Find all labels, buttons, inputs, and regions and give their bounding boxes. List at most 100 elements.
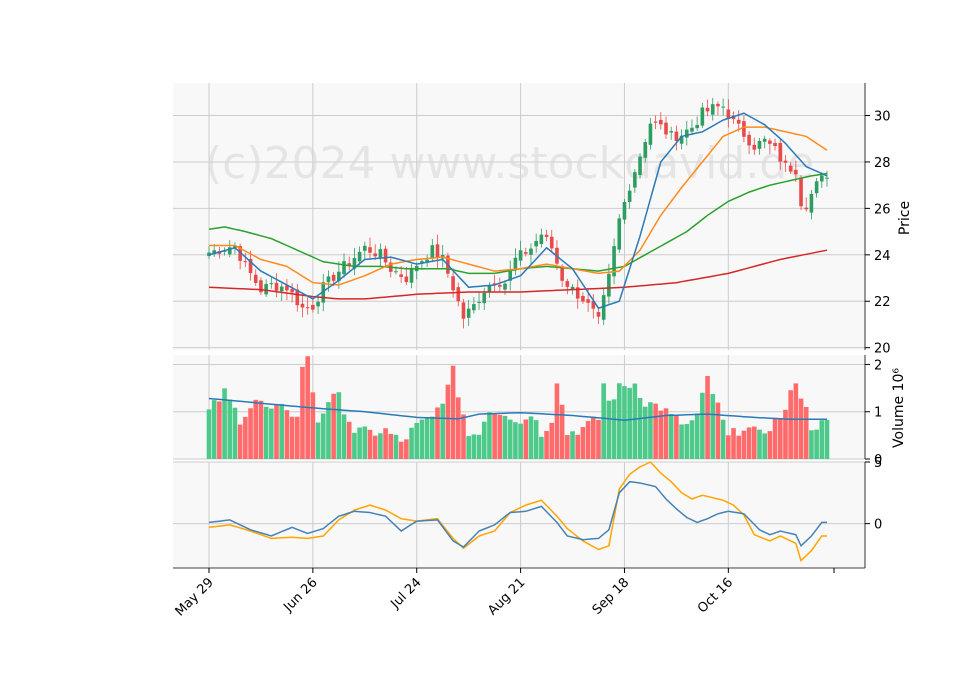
volume-bar-40	[414, 422, 420, 459]
candle-body-63	[534, 240, 538, 247]
volume-bar-88	[663, 408, 669, 459]
volume-bar-71	[575, 434, 581, 459]
volume-bar-22	[320, 413, 326, 459]
candle-body-97	[710, 104, 715, 115]
candle-body-24	[331, 274, 336, 281]
candle-body-118	[820, 175, 824, 182]
volume-bar-113	[793, 383, 799, 459]
candle-body-47	[451, 276, 455, 291]
ma-line-blue	[208, 112, 828, 310]
volume-bar-41	[419, 419, 425, 459]
volume-bar-82	[632, 383, 638, 459]
candle-body-15	[285, 285, 289, 291]
volume-bar-92	[684, 424, 690, 459]
volume-bar-55	[492, 413, 497, 459]
candle-body-81	[627, 190, 632, 202]
volume-bar-4	[227, 399, 233, 459]
volume-bar-89	[668, 413, 674, 459]
volume-bar-97	[710, 394, 716, 459]
candle-body-16	[290, 289, 294, 293]
candle-body-4	[227, 247, 232, 255]
candle-body-72	[581, 295, 585, 302]
osc-tick-label-0: 0	[874, 518, 882, 533]
oscillator-panel	[173, 462, 865, 568]
volume-bar-5	[232, 407, 238, 459]
volume-bar-67	[554, 383, 560, 459]
volume-bar-118	[819, 420, 825, 459]
candle-body-84	[643, 142, 648, 158]
candle-body-43	[430, 245, 435, 259]
volume-bar-28	[352, 432, 357, 459]
candle-body-17	[295, 289, 300, 306]
ma-line-orange	[209, 126, 828, 286]
volume-bar-58	[507, 419, 513, 459]
candle-body-65	[544, 234, 549, 237]
volume-bar-27	[346, 421, 352, 459]
volume-bar-100	[726, 435, 731, 459]
volume-bar-43	[430, 416, 435, 459]
volume-bar-69	[565, 435, 570, 459]
volume-bar-94	[694, 413, 700, 459]
volume-bar-31	[367, 429, 373, 459]
volume-bar-76	[601, 383, 606, 459]
candle-body-77	[607, 273, 611, 297]
candle-body-20	[311, 304, 315, 310]
candle-body-93	[690, 127, 694, 132]
volume-tick-label-1: 1	[874, 406, 882, 421]
volume-bar-59	[513, 422, 518, 459]
candle-body-8	[248, 259, 253, 274]
candle-body-89	[669, 131, 674, 133]
volume-bar-109	[772, 417, 778, 459]
candle-body-115	[804, 207, 809, 210]
volume-bar-12	[269, 408, 274, 459]
candle-body-62	[529, 248, 533, 255]
price-tick-label-28: 28	[874, 156, 891, 171]
price-tick-label-24: 24	[874, 249, 891, 264]
volume-bar-72	[580, 427, 586, 459]
volume-bar-13	[274, 404, 279, 459]
candle-body-56	[498, 284, 502, 287]
candle-body-34	[383, 248, 388, 263]
candle-body-50	[466, 308, 471, 318]
volume-bar-17	[294, 416, 300, 459]
volume-bar-105	[751, 426, 757, 459]
candle-body-88	[664, 122, 668, 135]
volume-bar-110	[777, 419, 783, 459]
candle-body-98	[716, 103, 720, 107]
volume-bar-115	[803, 407, 809, 459]
osc-tick-label-5: 5	[874, 456, 882, 471]
candle-body-39	[409, 267, 414, 283]
volume-bar-116	[809, 430, 814, 459]
candle-body-11	[264, 284, 268, 295]
candle-body-102	[736, 119, 741, 124]
volume-bar-60	[518, 423, 523, 459]
candle-body-54	[487, 285, 492, 293]
volume-bar-37	[398, 441, 404, 459]
volume-bar-93	[689, 420, 695, 459]
volume-bar-39	[409, 427, 414, 459]
candle-body-36	[394, 271, 398, 273]
volume-bar-98	[715, 402, 721, 459]
volume-bar-61	[523, 419, 529, 459]
volume-bar-49	[461, 414, 466, 459]
candle-body-60	[518, 250, 523, 261]
candle-body-83	[638, 156, 642, 176]
volume-bar-77	[606, 400, 612, 459]
candle-body-9	[253, 274, 258, 283]
volume-bar-32	[372, 435, 378, 459]
date-tick-label-5: Oct 16	[695, 575, 736, 616]
candle-body-106	[757, 140, 762, 149]
volume-bar-86	[653, 403, 658, 459]
candle-body-1	[212, 250, 216, 255]
candle-body-28	[352, 258, 357, 269]
volume-bar-73	[585, 421, 591, 459]
volume-bar-74	[591, 416, 596, 459]
candle-body-75	[596, 312, 601, 317]
volume-bar-114	[798, 398, 804, 459]
volume-bar-68	[559, 404, 565, 459]
volume-bar-30	[362, 426, 368, 459]
candle-body-37	[399, 274, 403, 277]
candle-body-33	[378, 249, 383, 258]
volume-bar-84	[642, 406, 648, 459]
volume-bar-44	[435, 407, 440, 459]
